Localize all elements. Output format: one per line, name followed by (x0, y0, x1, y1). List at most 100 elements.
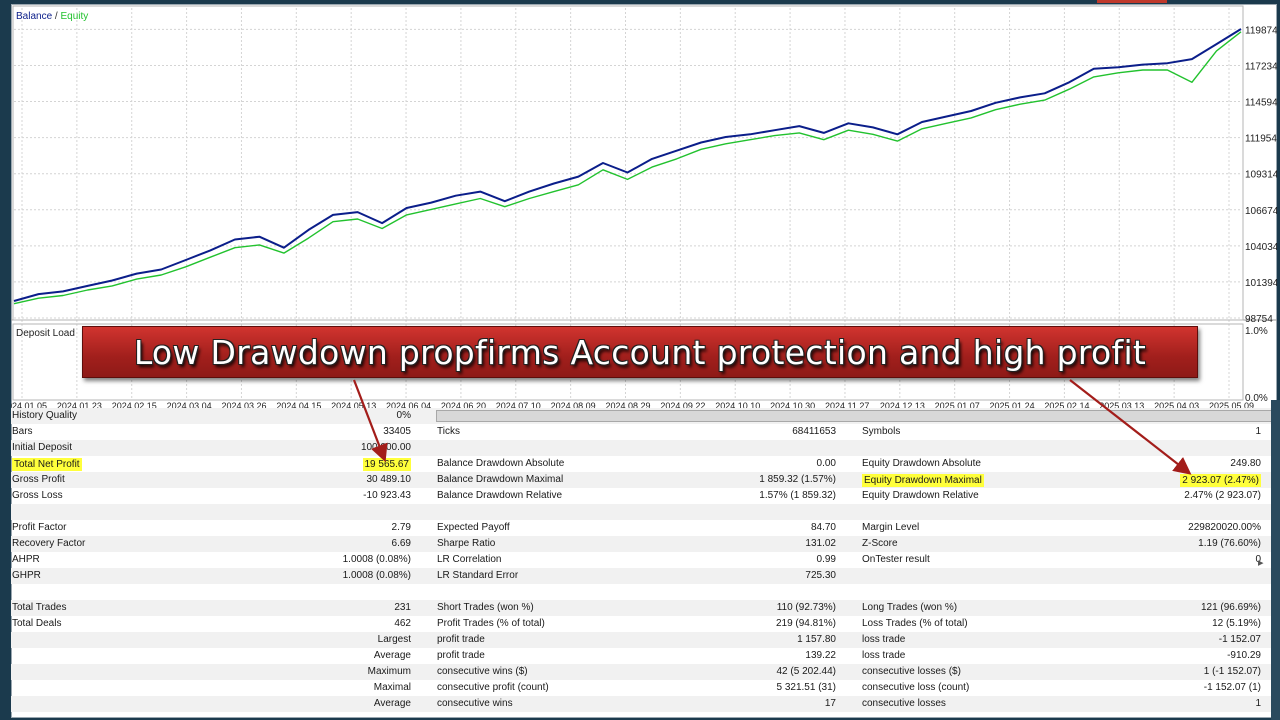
stats-cell-c1v: Average (373, 698, 411, 709)
stats-cell-c3l: Equity Drawdown Maximal (862, 474, 984, 487)
stats-cell-c1l: Total Deals (12, 618, 62, 629)
promo-banner: Low Drawdown propfirms Account protectio… (82, 326, 1198, 378)
legend-separator: / (52, 11, 60, 22)
stats-cell-c3v: 229820020.00% (1188, 522, 1261, 533)
legend-equity: Equity (60, 11, 88, 22)
stats-cell-c2l: Profit Trades (% of total) (437, 618, 545, 629)
stats-cell-c1v: 100 000.00 (360, 442, 411, 453)
stats-row: AHPR 1.0008 (0.08%) LR Correlation 0.99 OnTe… (11, 552, 1273, 568)
chevron-right-icon[interactable]: ▸ (1258, 556, 1264, 569)
stats-cell-c3l: consecutive losses (862, 698, 946, 709)
stats-row: Maximum consecutive wins ($) 42 (5 202.44)… (11, 664, 1273, 680)
stats-cell-c2v: 110 (92.73%) (776, 602, 836, 613)
x-tick-label: 2024.03.26 (221, 401, 266, 408)
stats-cell-c3l: Equity Drawdown Relative (862, 490, 979, 501)
stats-cell-c3v: 2.47% (2 923.07) (1184, 490, 1261, 501)
y-tick-label: 101394 (1245, 278, 1277, 289)
x-tick-label: 2024.06.04 (386, 401, 431, 408)
stats-cell-c2l: profit trade (437, 634, 485, 645)
stats-cell-c2v: 42 (5 202.44) (776, 666, 837, 677)
deposit-load-frame (12, 323, 1244, 401)
y-tick-label: 98754 (1245, 314, 1273, 325)
stats-table: History Quality 0% Bars 33405 Ticks 6841165… (11, 408, 1280, 718)
stats-cell-c1v: 2.79 (391, 522, 411, 533)
stats-cell-c3v: 1 (1255, 698, 1261, 709)
stats-row: Average profit trade 139.22 loss trade -910.… (11, 648, 1273, 664)
series-line-equity (13, 31, 1242, 305)
stats-cell-c2v: 1.57% (1 859.32) (759, 490, 836, 501)
stats-cell-c1v: 462 (394, 618, 411, 629)
side-strip (1271, 400, 1280, 720)
x-tick-label: 2024.11.27 (825, 401, 869, 408)
stats-cell-c1v: Average (373, 650, 411, 661)
stats-cell-c1l: Gross Profit (12, 474, 65, 485)
stats-cell-c2v: 131.02 (805, 538, 836, 549)
stats-cell-c2v: 219 (94.81%) (775, 618, 836, 629)
y-tick-label: 104034 (1245, 242, 1277, 253)
stats-row: Profit Factor 2.79 Expected Payoff 84.70 Mar… (11, 520, 1273, 536)
stats-row: Total Deals 462 Profit Trades (% of total)… (11, 616, 1273, 632)
stats-cell-c3l: Margin Level (862, 522, 920, 533)
window-accent-mark (1097, 0, 1167, 3)
stats-row: Total Trades 231 Short Trades (won %) 110 (… (11, 600, 1273, 616)
deposit-load-label: Deposit Load (16, 328, 75, 339)
stats-cell-c3l: OnTester result (862, 554, 930, 565)
x-axis-ticks: 2024.01.05 2024.01.23 2024.02.15 2024.03.04… (11, 401, 1254, 408)
x-tick-label: 2024.07.10 (496, 401, 541, 408)
plot-frame (12, 5, 1244, 321)
stats-row: Gross Profit 30 489.10 Balance Drawdown Ma… (11, 472, 1273, 488)
stats-cell-c1v: -10 923.43 (363, 490, 411, 501)
stats-cell-c3v: -1 152.07 (1) (1203, 682, 1261, 693)
stats-cell-c1l: GHPR (12, 570, 41, 581)
x-tick-label: 2024.10.30 (770, 401, 815, 408)
stats-cell-c1l: Bars (12, 426, 33, 437)
x-tick-label: 2024.02.15 (112, 401, 157, 408)
stats-cell-c1l: AHPR (12, 554, 40, 565)
x-tick-label: 2025.05.09 (1209, 401, 1254, 408)
y-tick-label: 119874 (1245, 25, 1277, 36)
stats-cell-c3v: 121 (96.69%) (1200, 602, 1261, 613)
stats-cell-c3l: Symbols (862, 426, 901, 437)
stats-row: Recovery Factor 6.69 Sharpe Ratio 131.02 Z-S… (11, 536, 1273, 552)
y-tick-label: 106674 (1245, 206, 1277, 217)
stats-cell-c3l: consecutive loss (count) (862, 682, 970, 693)
x-tick-label: 2025.01.07 (935, 401, 980, 408)
y-tick-label: 114594 (1245, 98, 1277, 109)
chart-legend: Balance / Equity (16, 11, 88, 22)
stats-cell-c3v: 249.80 (1230, 458, 1261, 469)
x-tick-label: 2025.03.13 (1099, 401, 1144, 408)
stats-cell-c2v: 0.99 (816, 554, 836, 565)
stats-cell-c3v: 1 (-1 152.07) (1203, 666, 1261, 677)
stats-cell-c1v: 1.0008 (0.08%) (342, 554, 411, 565)
stats-cell-c1l: Total Net Profit (12, 458, 82, 471)
stats-cell-c1v: Largest (377, 634, 411, 645)
stats-cell-c1l: Recovery Factor (12, 538, 86, 549)
stats-cell-c2l: consecutive wins (437, 698, 513, 709)
stats-cell-c2l: Sharpe Ratio (437, 538, 496, 549)
stats-row: Average consecutive wins 17 consecutive los… (11, 696, 1273, 712)
stats-cell-c2l: LR Standard Error (437, 570, 519, 581)
stats-row (11, 504, 1273, 520)
y-axis-ticks: 119874 117234 114594 111954 109314 106674 1040… (1245, 25, 1277, 325)
stats-cell-c1v: Maximum (367, 666, 411, 677)
stats-row: Total Net Profit 19 565.67 Balance Drawdow… (11, 456, 1273, 472)
stats-cell-c3v: 2 923.07 (2.47%) (1180, 474, 1261, 487)
stats-row: Gross Loss -10 923.43 Balance Drawdown Rel… (11, 488, 1273, 504)
y-tick-label: 117234 (1245, 61, 1277, 72)
legend-balance: Balance (16, 11, 53, 22)
chart-series (13, 28, 1242, 305)
x-tick-label: 2024.01.05 (11, 401, 47, 408)
stats-cell-c2l: Short Trades (won %) (437, 602, 534, 613)
stats-cell-c3l: consecutive losses ($) (862, 666, 961, 677)
history-quality-bar (436, 410, 1280, 422)
stats-row: Largest profit trade 1 157.80 loss trade -1 … (11, 632, 1273, 648)
history-quality-label: History Quality (12, 410, 78, 421)
stats-cell-c1l: Initial Deposit (12, 442, 73, 453)
stats-cell-c3l: Equity Drawdown Absolute (862, 458, 981, 469)
history-quality-value: 0% (396, 410, 411, 421)
stats-cell-c3v: 1.19 (76.60%) (1198, 538, 1261, 549)
y-tick-label: 111954 (1245, 134, 1277, 145)
stats-row-history-quality: History Quality 0% (11, 408, 1280, 424)
stats-cell-c3l: loss trade (862, 634, 906, 645)
